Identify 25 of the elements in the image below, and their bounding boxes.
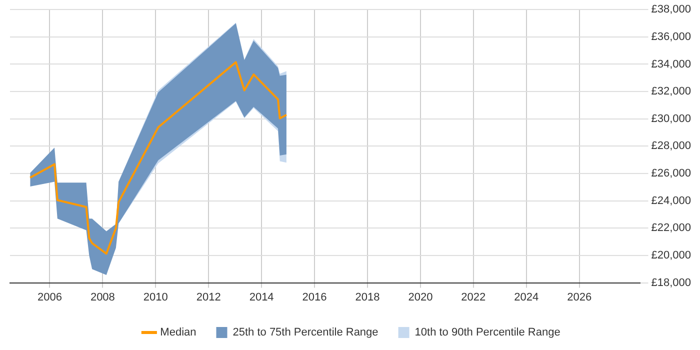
x-tick-label: 2018 [355, 291, 380, 304]
legend-label: 10th to 90th Percentile Range [414, 326, 560, 339]
y-tick-label: £26,000 [651, 168, 692, 180]
y-tick-label: £34,000 [651, 58, 692, 70]
x-tick-label: 2026 [567, 291, 592, 304]
y-tick-label: £28,000 [651, 140, 692, 152]
y-tick-label: £32,000 [651, 86, 692, 98]
x-tick-label: 2022 [461, 291, 486, 304]
y-tick-label: £22,000 [651, 222, 692, 234]
y-tick-label: £36,000 [651, 30, 692, 43]
x-tick-label: 2008 [90, 291, 115, 304]
y-tick-label: £30,000 [651, 112, 692, 125]
x-tick-label: 2014 [249, 291, 274, 304]
x-tick-label: 2016 [302, 291, 327, 304]
x-tick-label: 2012 [196, 291, 221, 304]
legend-label: Median [160, 326, 196, 339]
legend-label: 25th to 75th Percentile Range [232, 326, 378, 339]
x-tick-label: 2024 [514, 291, 539, 304]
y-tick-label: £24,000 [651, 194, 692, 207]
y-tick-label: £20,000 [651, 250, 692, 262]
y-tick-label: £38,000 [651, 4, 692, 16]
x-tick-label: 2010 [143, 291, 168, 304]
y-tick-label: £18,000 [651, 276, 692, 289]
x-tick-label: 2006 [37, 291, 62, 304]
x-tick-label: 2020 [408, 291, 433, 304]
